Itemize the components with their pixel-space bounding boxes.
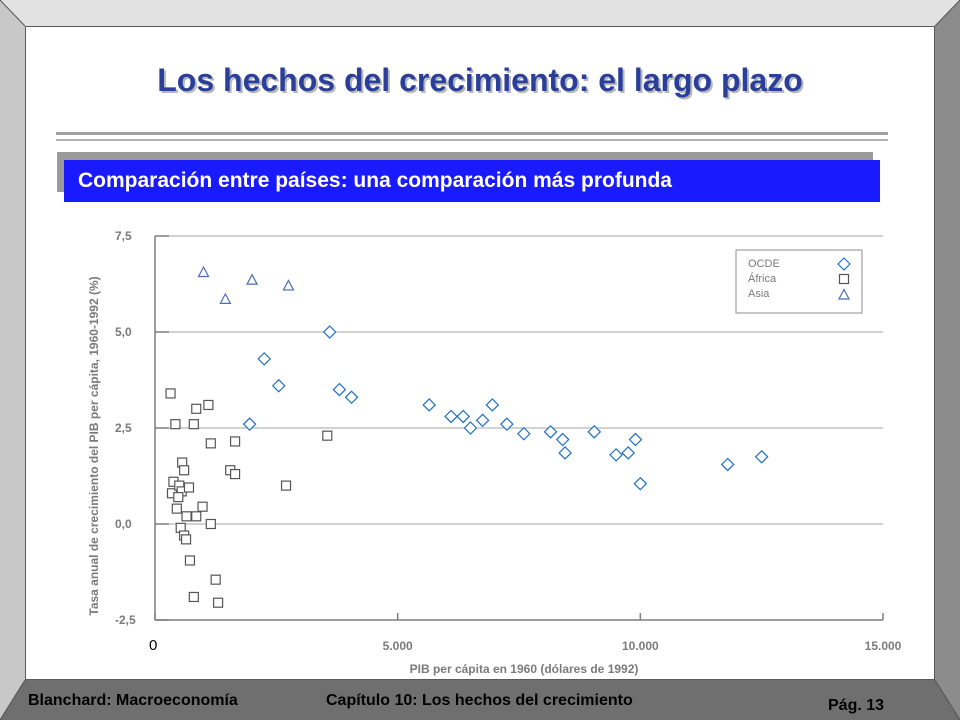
diamond-point <box>587 424 602 439</box>
square-point <box>197 501 208 512</box>
square-point <box>171 503 182 514</box>
square-point <box>203 399 214 411</box>
diamond-point <box>609 448 623 462</box>
square-point <box>322 430 333 441</box>
footer-author: Blanchard: Macroeconomía <box>28 692 238 709</box>
diamond-point <box>322 325 337 339</box>
diamond-point <box>485 398 500 412</box>
diamond-point <box>475 413 490 428</box>
square-point <box>184 555 196 566</box>
y-tick-label: 7,5 <box>115 229 132 243</box>
square-point <box>205 438 216 449</box>
square-point <box>188 419 199 430</box>
triangle-point <box>246 273 259 285</box>
x-tick-label: 0 <box>149 637 157 654</box>
diamond-point <box>720 457 735 472</box>
square-point <box>181 511 192 522</box>
footer-page-number: Pág. 13 <box>828 697 885 714</box>
legend-label: Asia <box>748 288 770 300</box>
diamond-point <box>628 432 643 447</box>
square-point <box>191 403 202 414</box>
title-rule-bottom <box>56 139 888 141</box>
title-rule-top <box>56 132 888 135</box>
square-point <box>183 482 195 493</box>
diamond-point <box>633 476 648 491</box>
y-axis-title: Tasa anual de crecimiento del PIB per cá… <box>87 276 101 615</box>
square-point <box>210 574 221 585</box>
triangle-point <box>197 265 210 278</box>
square-point <box>212 597 224 608</box>
square-point <box>180 534 192 545</box>
diamond-point <box>271 378 286 393</box>
footer-chapter: Capítulo 10: Los hechos del crecimiento <box>326 692 633 709</box>
y-tick-label: 5,0 <box>115 325 132 339</box>
diamond-point <box>555 432 570 447</box>
square-point <box>229 468 241 480</box>
square-point <box>205 518 216 530</box>
diamond-point <box>517 426 531 441</box>
diamond-point <box>754 449 769 464</box>
x-tick-label: 10.000 <box>622 639 659 653</box>
legend-triangle-marker <box>838 288 850 300</box>
diamond-point <box>257 352 272 366</box>
x-tick-label: 5.000 <box>383 639 413 653</box>
slide-title: Los hechos del crecimiento: el largo pla… <box>157 62 803 98</box>
square-point <box>280 480 292 491</box>
x-tick-label: 15.000 <box>865 639 902 653</box>
diamond-point <box>242 417 257 432</box>
subtitle-banner: Comparación entre países: una comparació… <box>64 160 880 202</box>
square-point <box>188 591 199 603</box>
square-point <box>229 436 241 447</box>
diamond-point <box>444 409 458 424</box>
diamond-point <box>344 390 359 405</box>
square-point <box>179 465 190 476</box>
legend-diamond-marker <box>837 257 851 271</box>
diamond-point <box>558 446 572 460</box>
x-axis-title: PIB per cápita en 1960 (dólares de 1992) <box>410 662 639 676</box>
square-point <box>170 419 181 430</box>
triangle-point <box>219 292 232 304</box>
diamond-point <box>621 446 636 460</box>
legend-label: África <box>748 272 777 285</box>
triangle-point <box>282 279 295 291</box>
square-point <box>191 511 202 522</box>
diamond-point <box>332 382 347 397</box>
diamond-point <box>422 398 437 412</box>
diamond-point <box>463 421 478 435</box>
diamond-point <box>500 417 514 432</box>
legend-label: OCDE <box>748 258 780 270</box>
y-tick-label: -2,5 <box>115 613 136 627</box>
diamond-point <box>543 424 558 439</box>
y-tick-label: 2,5 <box>115 421 132 435</box>
square-point <box>165 388 176 399</box>
y-tick-label: 0,0 <box>115 517 132 531</box>
square-point <box>173 492 184 503</box>
diamond-point <box>456 409 471 424</box>
legend-square-marker <box>838 273 850 285</box>
